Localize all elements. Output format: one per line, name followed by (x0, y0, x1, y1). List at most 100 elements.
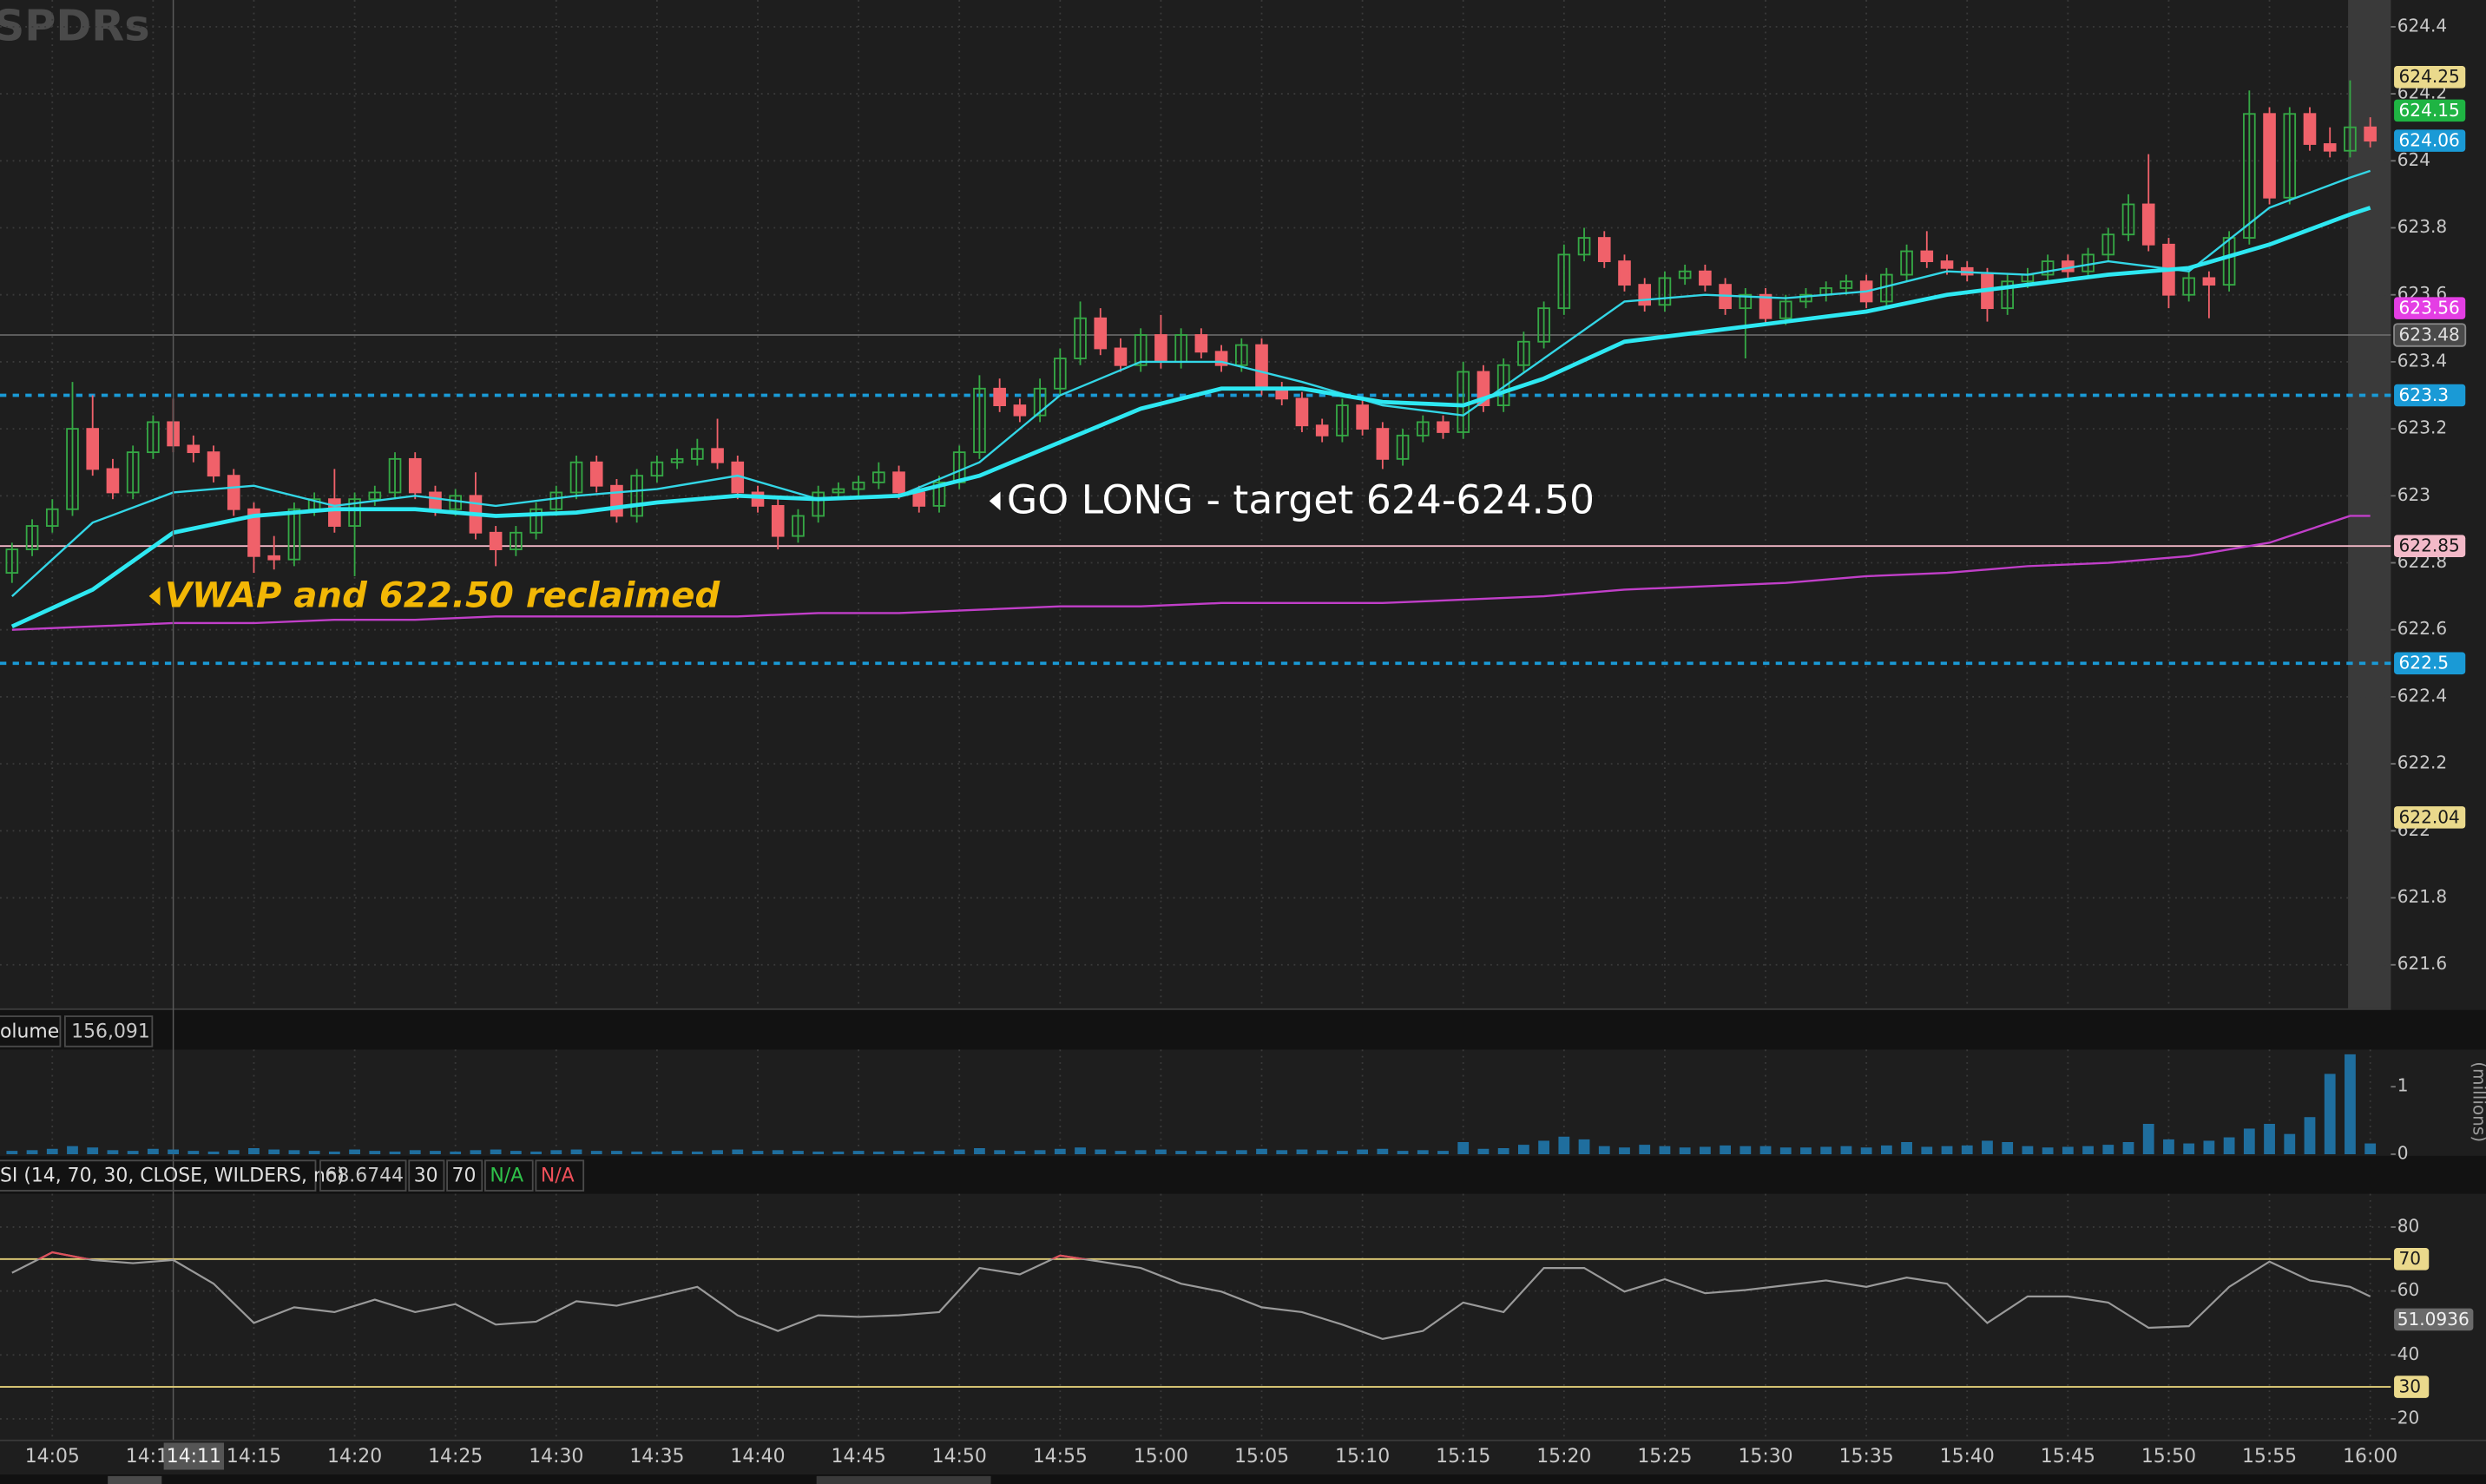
volume-bar (1134, 1150, 1147, 1154)
candle-body (1517, 340, 1530, 366)
volume-bar (712, 1150, 723, 1154)
volume-bar (1115, 1151, 1127, 1154)
rsi-plot (0, 1251, 2391, 1389)
volume-bar (1235, 1150, 1247, 1154)
volume-bar (1457, 1141, 1470, 1154)
cursor-price-marker (2393, 323, 2467, 347)
scroll-thumb[interactable] (108, 1475, 162, 1484)
volume-bar (2364, 1143, 2377, 1154)
volume-bar (1377, 1148, 1389, 1154)
rsi-level-marker (2394, 1248, 2430, 1271)
price-marker-label: 622.04 (2399, 806, 2460, 827)
volume-bar (1880, 1145, 1892, 1154)
y-tick-label: 60 (2397, 1279, 2420, 1300)
scroll-strip (0, 1474, 2486, 1484)
volume-bar (288, 1150, 300, 1154)
annotation: GO LONG - target 624-624.50 (1007, 477, 1595, 523)
volume-bar (1397, 1151, 1409, 1154)
candle-body (126, 451, 140, 494)
rsi-header-item: 70 (452, 1166, 477, 1187)
y-tick-label: 622.2 (2397, 752, 2447, 773)
candle-body (2222, 237, 2236, 286)
y-tick-label: 0 (2397, 1142, 2409, 1163)
volume-bar (369, 1151, 381, 1154)
candle-body (872, 471, 885, 483)
x-tick-label: 14:35 (629, 1446, 684, 1468)
candle-body (1577, 237, 1591, 256)
volume-bar (1619, 1147, 1630, 1154)
volume-header-strip (0, 1009, 2486, 1050)
candle-body (1557, 253, 1571, 310)
y-tick-label: 622.6 (2397, 618, 2447, 639)
volume-bar (67, 1146, 78, 1154)
volume-bar (832, 1151, 845, 1154)
price-plot (0, 80, 2391, 666)
candle-body (1033, 387, 1047, 417)
candle-body (832, 488, 845, 494)
candle-body (227, 475, 240, 510)
header-box (484, 1159, 534, 1192)
candle-body (489, 531, 503, 550)
volume-bar (893, 1151, 904, 1154)
x-tick-label: 14:45 (832, 1446, 886, 1468)
volume-bar (1195, 1151, 1207, 1154)
volume-bar (147, 1148, 159, 1154)
volume-bar (2345, 1054, 2356, 1154)
price-marker (2394, 535, 2466, 558)
candle-body (2182, 277, 2195, 296)
volume-bar (1276, 1150, 1288, 1154)
candle-body (368, 491, 382, 501)
y-tick-label: 40 (2397, 1343, 2420, 1364)
header-box (446, 1159, 483, 1192)
candle-body (912, 491, 926, 507)
candle-body (2101, 233, 2115, 256)
y-tick-label: 622.4 (2397, 685, 2447, 706)
volume-bar (1901, 1141, 1912, 1154)
current-bar-shade (2348, 0, 2391, 1008)
volume-bar (530, 1151, 542, 1154)
volume-bar (570, 1149, 582, 1154)
rsi-line (11, 1251, 2371, 1340)
x-tick-label: 14:25 (428, 1446, 483, 1468)
x-tick-label: 14:20 (327, 1446, 382, 1468)
volume-bar (1296, 1149, 1308, 1154)
price-marker (2394, 99, 2466, 122)
volume-bar (1720, 1145, 1731, 1154)
price-marker-label: 623.3 (2399, 384, 2449, 405)
candle-body (1416, 421, 1430, 437)
y-tick-label: 621.8 (2397, 886, 2447, 907)
scroll-thumb[interactable] (816, 1475, 991, 1484)
x-tick-label: 15:05 (1234, 1446, 1289, 1468)
volume-bar (1014, 1151, 1026, 1154)
volume-bar (389, 1151, 401, 1154)
candle-body (86, 428, 100, 470)
volume-bar (1921, 1146, 1933, 1154)
volume-bar (1941, 1146, 1953, 1154)
volume-bar (1860, 1147, 1872, 1154)
volume-bar (913, 1151, 925, 1154)
volume-bar (1256, 1148, 1267, 1154)
header-box (0, 1159, 317, 1192)
candle-body (1839, 280, 1853, 289)
candle-body (630, 475, 643, 517)
volume-bar (1034, 1150, 1046, 1154)
candle-body (2121, 203, 2135, 236)
volume-bar (631, 1151, 643, 1154)
volume-bar (1054, 1148, 1066, 1154)
header-box (535, 1159, 585, 1192)
candle-body (1376, 428, 1390, 460)
volume-bar (207, 1151, 220, 1154)
x-tick-label: 15:10 (1335, 1446, 1390, 1468)
candle-body (610, 484, 623, 517)
candle-body (1074, 317, 1087, 359)
volume-header-value: 156,091 (71, 1021, 150, 1042)
candle-body (2141, 203, 2155, 246)
volume-bar (248, 1147, 260, 1154)
candle-body (1437, 421, 1450, 433)
price-marker-label: 622.85 (2399, 535, 2460, 556)
candle-body (1597, 237, 1611, 263)
volume-bar (2324, 1074, 2336, 1154)
volume-plot (6, 1054, 2377, 1154)
candle-body (549, 491, 563, 510)
